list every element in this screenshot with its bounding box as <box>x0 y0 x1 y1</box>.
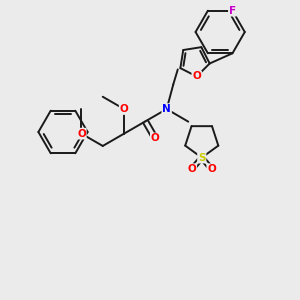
Text: O: O <box>192 71 201 82</box>
Text: O: O <box>188 164 196 174</box>
Text: F: F <box>229 6 236 16</box>
Text: N: N <box>162 104 171 114</box>
Text: O: O <box>151 134 160 143</box>
Text: S: S <box>198 153 206 163</box>
Text: O: O <box>120 104 128 114</box>
Text: O: O <box>77 129 86 139</box>
Text: O: O <box>207 164 216 174</box>
